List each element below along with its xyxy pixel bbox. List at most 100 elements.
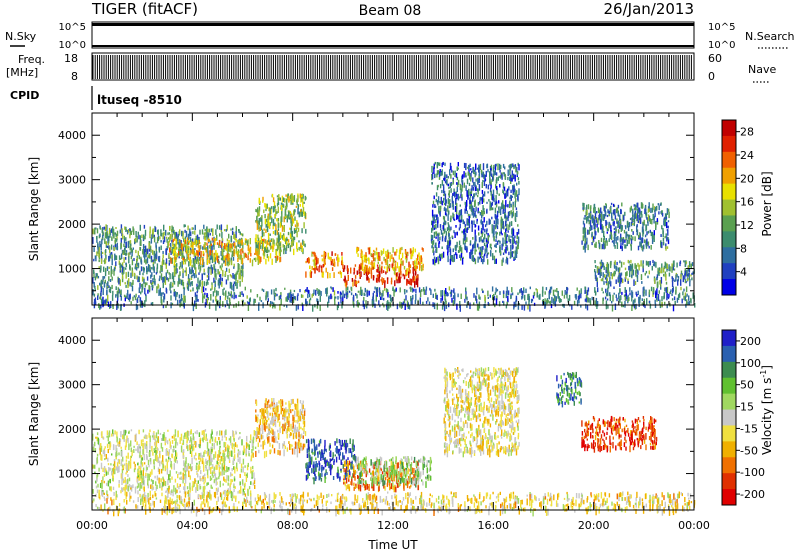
- scatter-cell: [150, 478, 153, 482]
- scatter-cell: [316, 298, 318, 302]
- scatter-cell: [124, 485, 126, 490]
- scatter-cell: [452, 193, 454, 196]
- scatter-cell: [143, 436, 145, 439]
- scatter-cell: [198, 272, 200, 275]
- scatter-cell: [465, 296, 467, 299]
- scatter-cell: [214, 451, 217, 458]
- scatter-cell: [511, 170, 513, 177]
- scatter-cell: [122, 272, 124, 275]
- scatter-cell: [477, 195, 479, 198]
- scatter-cell: [253, 257, 256, 261]
- scatter-cell: [692, 271, 694, 275]
- scatter-cell: [256, 245, 258, 248]
- scatter-cell: [309, 271, 312, 278]
- scatter-cell: [112, 463, 115, 467]
- scatter-cell: [684, 296, 686, 302]
- scatter-cell: [337, 296, 339, 300]
- scatter-cell: [235, 294, 237, 299]
- scatter-cell: [501, 233, 503, 236]
- scatter-cell: [258, 197, 260, 204]
- scatter-cell: [152, 249, 154, 255]
- scatter-cell: [544, 291, 546, 295]
- scatter-cell: [495, 287, 497, 293]
- scatter-cell: [633, 214, 635, 220]
- scatter-cell: [223, 255, 225, 261]
- scatter-cell: [492, 166, 495, 173]
- scatter-cell: [615, 279, 617, 284]
- scatter-cell: [162, 434, 164, 441]
- scatter-cell: [449, 228, 451, 232]
- scatter-cell: [180, 299, 182, 306]
- scatter-cell: [180, 279, 183, 286]
- scatter-cell: [97, 243, 99, 250]
- scatter-cell: [582, 245, 585, 250]
- scatter-cell: [620, 245, 622, 249]
- scatter-cell: [241, 275, 243, 283]
- scatter-cell: [115, 244, 117, 248]
- scatter-cell: [433, 214, 435, 221]
- scatter-cell: [458, 227, 461, 231]
- scatter-cell: [513, 239, 515, 244]
- scatter-cell: [511, 228, 513, 235]
- scatter-cell: [269, 233, 271, 236]
- scatter-cell: [582, 220, 585, 225]
- scatter-cell: [491, 224, 493, 231]
- scatter-cell: [173, 244, 175, 250]
- scatter-cell: [241, 291, 243, 295]
- scatter-cell: [154, 281, 156, 286]
- scatter-cell: [137, 266, 139, 269]
- scatter-cell: [121, 272, 124, 279]
- scatter-cell: [606, 228, 609, 232]
- scatter-cell: [278, 197, 280, 201]
- scatter-cell: [502, 210, 504, 214]
- scatter-cell: [646, 217, 648, 220]
- scatter-cell: [466, 248, 468, 253]
- scatter-cell: [299, 248, 301, 251]
- scatter-cell: [456, 213, 458, 220]
- scatter-cell: [676, 262, 678, 268]
- scatter-cell: [475, 171, 477, 176]
- scatter-cell: [595, 219, 598, 223]
- scatter-cell: [432, 247, 434, 253]
- scatter-cell: [148, 464, 150, 468]
- scatter-cell: [634, 304, 637, 310]
- scatter-cell: [237, 239, 240, 242]
- scatter-cell: [342, 290, 344, 298]
- scatter-cell: [129, 228, 131, 232]
- colorbar-swatch: [722, 247, 736, 264]
- scatter-cell: [111, 236, 113, 240]
- scatter-cell: [256, 215, 258, 220]
- scatter-cell: [469, 205, 471, 210]
- scatter-cell: [478, 175, 480, 179]
- scatter-cell: [646, 298, 648, 305]
- scatter-cell: [257, 212, 259, 217]
- scatter-cell: [395, 272, 398, 277]
- scatter-cell: [140, 455, 143, 458]
- scatter-cell: [652, 203, 654, 211]
- scatter-cell: [136, 478, 139, 484]
- scatter-cell: [434, 174, 436, 179]
- scatter-cell: [631, 290, 633, 298]
- scatter-cell: [182, 286, 185, 290]
- scatter-cell: [473, 243, 475, 249]
- scatter-cell: [387, 292, 389, 298]
- scatter-cell: [515, 207, 518, 211]
- scatter-cell: [98, 246, 100, 253]
- scatter-cell: [237, 253, 239, 258]
- scatter-cell: [406, 268, 408, 275]
- scatter-cell: [687, 278, 689, 281]
- scatter-cell: [497, 177, 499, 181]
- scatter-cell: [278, 243, 280, 250]
- scatter-cell: [180, 298, 183, 302]
- scatter-cell: [676, 297, 679, 303]
- scatter-cell: [168, 260, 171, 263]
- scatter-cell: [266, 240, 269, 245]
- scatter-cell: [476, 303, 479, 311]
- scatter-cell: [240, 468, 243, 473]
- scatter-cell: [265, 224, 267, 228]
- scatter-cell: [132, 279, 134, 285]
- scatter-cell: [215, 254, 218, 260]
- scatter-cell: [223, 478, 226, 482]
- scatter-cell: [204, 429, 207, 432]
- scatter-cell: [485, 229, 488, 235]
